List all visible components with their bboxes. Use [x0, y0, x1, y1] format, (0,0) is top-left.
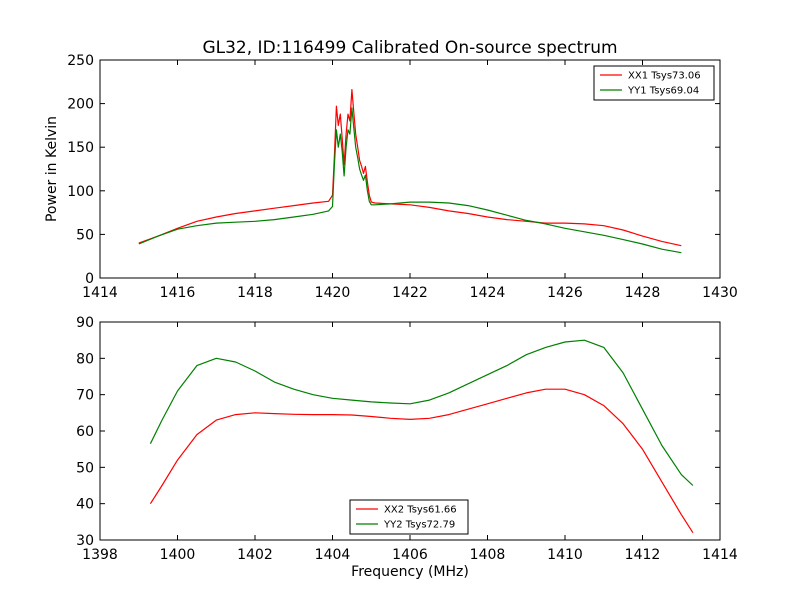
x-tick-label: 1430 — [702, 285, 738, 301]
plot-lines — [149, 339, 694, 534]
y-tick-label: 250 — [67, 53, 94, 69]
series-line-0 — [138, 88, 682, 247]
x-tick-label: 1414 — [82, 285, 118, 301]
y-tick-label: 90 — [76, 315, 94, 331]
y-tick-label: 150 — [67, 140, 94, 156]
x-tick-label: 1398 — [82, 547, 118, 563]
y-tick-label: 40 — [76, 497, 94, 513]
x-tick-label: 1424 — [470, 285, 506, 301]
chart-bottom: Frequency (MHz) 1398 1400 1402 1404 1406 1408… — [76, 315, 738, 580]
legend-label: YY2 Tsys72.79 — [383, 520, 455, 531]
series-line-1 — [138, 107, 682, 254]
y-tick-label: 50 — [76, 460, 94, 476]
x-tick-label: 1404 — [315, 547, 351, 563]
series-line-1 — [149, 339, 694, 486]
axis-ticks: 1414 1416 1418 1420 1422 1424 1426 1428 1430 0 50 1… — [67, 53, 738, 301]
y-tick-label: 100 — [67, 184, 94, 200]
legend-label: XX1 Tsys73.06 — [628, 71, 701, 82]
x-tick-label: 1406 — [392, 547, 428, 563]
x-tick-label: 1410 — [547, 547, 583, 563]
x-tick-label: 1414 — [702, 547, 738, 563]
legend-label: XX2 Tsys61.66 — [384, 505, 457, 516]
series-line-0 — [149, 388, 694, 534]
legend-label: YY1 Tsys69.04 — [627, 86, 699, 97]
y-tick-label: 200 — [67, 97, 94, 113]
y-axis-label: Power in Kelvin — [44, 116, 60, 222]
x-tick-label: 1400 — [160, 547, 196, 563]
legend: XX1 Tsys73.06 YY1 Tsys69.04 — [593, 65, 715, 101]
legend-box — [593, 65, 715, 101]
x-tick-label: 1402 — [237, 547, 273, 563]
x-tick-label: 1416 — [160, 285, 196, 301]
y-tick-label: 30 — [76, 533, 94, 549]
plot-lines — [138, 88, 682, 254]
y-tick-label: 50 — [76, 227, 94, 243]
chart-title: GL32, ID:116499 Calibrated On-source spe… — [202, 38, 617, 58]
x-tick-label: 1420 — [315, 285, 351, 301]
axis-ticks: 1398 1400 1402 1404 1406 1408 1410 1412 1414 30 40… — [76, 315, 738, 563]
y-tick-label: 60 — [76, 424, 94, 440]
legend: XX2 Tsys61.66 YY2 Tsys72.79 — [349, 499, 469, 535]
chart-top: GL32, ID:116499 Calibrated On-source spe… — [44, 38, 738, 301]
y-tick-label: 80 — [76, 351, 94, 367]
x-tick-label: 1408 — [470, 547, 506, 563]
legend-box — [349, 499, 469, 535]
x-tick-label: 1426 — [547, 285, 583, 301]
x-tick-label: 1412 — [625, 547, 661, 563]
y-tick-label: 70 — [76, 388, 94, 404]
x-tick-label: 1428 — [625, 285, 661, 301]
y-tick-label: 0 — [85, 271, 94, 287]
x-tick-label: 1418 — [237, 285, 273, 301]
x-tick-label: 1422 — [392, 285, 428, 301]
x-axis-label: Frequency (MHz) — [351, 564, 469, 580]
